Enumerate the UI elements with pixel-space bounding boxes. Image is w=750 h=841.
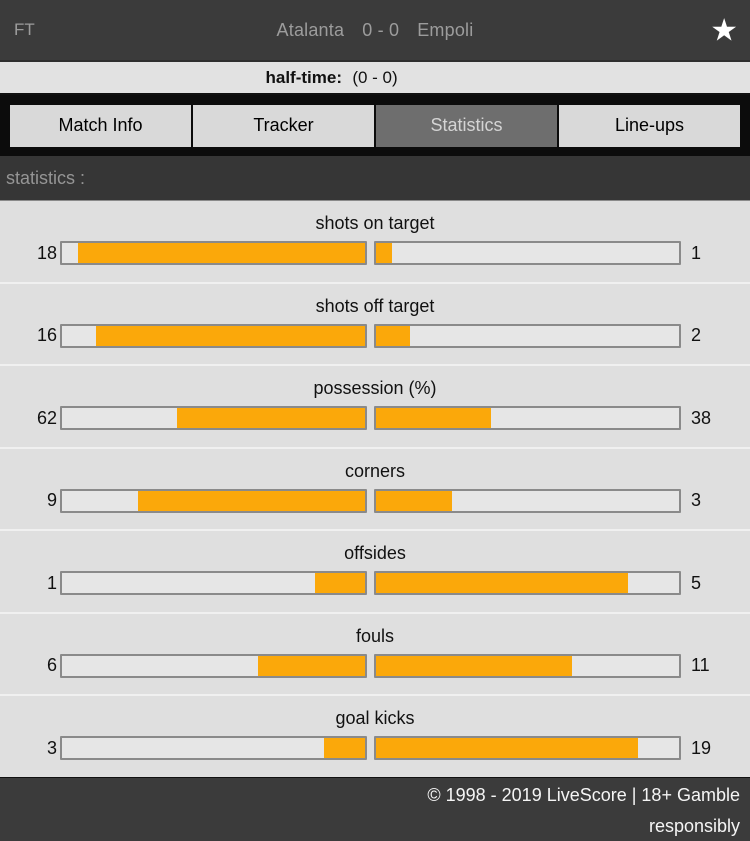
home-bar (60, 571, 367, 596)
away-bar-fill (376, 573, 629, 594)
home-bar (60, 406, 367, 431)
away-bar (374, 736, 681, 761)
footer-line-2: responsibly (648, 816, 740, 836)
away-value: 19 (691, 737, 712, 758)
away-value: 2 (691, 325, 702, 346)
home-bar-fill (314, 573, 365, 594)
home-value: 18 (36, 242, 57, 263)
away-bar-fill (376, 738, 638, 759)
away-bar-fill (376, 655, 573, 676)
tab-match-info[interactable]: Match Info (10, 104, 193, 147)
stat-title: fouls (355, 625, 395, 646)
home-bar (60, 241, 367, 265)
home-value: 1 (46, 572, 57, 593)
stat-row: possession (%) 62 38 (0, 364, 750, 447)
half-time-bar: half-time: (0 - 0) (0, 62, 750, 95)
home-team-name: Atalanta (276, 19, 345, 40)
stat-row: shots on target 18 1 (0, 201, 750, 282)
tab-statistics[interactable]: Statistics (376, 104, 559, 147)
away-value: 38 (691, 407, 712, 428)
away-value: 1 (691, 242, 702, 263)
stat-bars: 6 11 (0, 653, 750, 678)
home-bar-fill (177, 408, 365, 429)
home-bar-fill (77, 243, 365, 263)
match-status: FT (14, 20, 35, 39)
home-bar-fill (258, 655, 365, 676)
stat-bars: 62 38 (0, 406, 750, 431)
stat-title: shots on target (315, 213, 435, 233)
away-value: 3 (691, 490, 702, 511)
stat-bars: 1 5 (0, 571, 750, 596)
footer-line-1: © 1998 - 2019 LiveScore | 18+ Gamble (427, 785, 740, 805)
home-bar (60, 488, 367, 513)
section-title: statistics : (0, 156, 750, 201)
half-time-label: half-time: (265, 67, 343, 87)
home-bar-fill (323, 738, 365, 759)
home-value: 16 (36, 325, 57, 346)
stat-title: offsides (344, 543, 406, 564)
stat-row: fouls 6 11 (0, 611, 750, 695)
away-bar (374, 653, 681, 678)
away-value: 11 (691, 655, 710, 676)
away-value: 5 (691, 572, 702, 593)
away-bar (374, 323, 681, 348)
stat-title: possession (%) (313, 378, 437, 399)
stat-title: shots off target (315, 295, 435, 316)
stat-row: goal kicks 3 19 (0, 694, 750, 777)
tab-tracker[interactable]: Tracker (193, 104, 376, 147)
away-bar (374, 406, 681, 431)
match-header: FT Atalanta 0 - 0 Empoli ★ (0, 0, 750, 62)
stat-row: offsides 1 5 (0, 529, 750, 612)
stat-bars: 9 3 (0, 488, 750, 513)
match-title: Atalanta 0 - 0 Empoli (0, 20, 750, 41)
home-value: 6 (46, 655, 57, 676)
home-bar-fill (95, 325, 365, 346)
away-bar (374, 241, 681, 265)
stat-row: shots off target 16 2 (0, 281, 750, 365)
home-value: 9 (46, 490, 57, 511)
stat-title: goal kicks (335, 708, 415, 729)
stat-row: corners 9 3 (0, 446, 750, 530)
match-score: 0 - 0 (362, 19, 400, 40)
favorite-star-icon[interactable]: ★ (710, 12, 738, 48)
home-value: 3 (46, 737, 57, 758)
home-bar (60, 323, 367, 348)
stat-bars: 3 19 (0, 736, 750, 761)
stat-bars: 16 2 (0, 323, 750, 348)
away-bar-fill (376, 243, 392, 263)
home-bar-fill (137, 490, 365, 511)
footer: © 1998 - 2019 LiveScore | 18+ Gamble res… (0, 777, 750, 841)
stat-bars: 18 1 (0, 241, 750, 265)
away-bar-fill (376, 490, 452, 511)
home-value: 62 (36, 407, 57, 428)
half-time-score: (0 - 0) (352, 67, 398, 87)
tab-line-ups[interactable]: Line-ups (559, 104, 740, 147)
home-bar (60, 653, 367, 678)
away-bar-fill (376, 325, 410, 346)
away-team-name: Empoli (417, 19, 474, 40)
away-bar (374, 571, 681, 596)
away-bar-fill (376, 408, 492, 429)
statistics-list: shots on target 18 1 shots off target 16… (0, 201, 750, 777)
home-bar (60, 736, 367, 761)
tab-bar: Match Info Tracker Statistics Line-ups (0, 95, 750, 156)
stat-title: corners (344, 460, 406, 481)
away-bar (374, 488, 681, 513)
